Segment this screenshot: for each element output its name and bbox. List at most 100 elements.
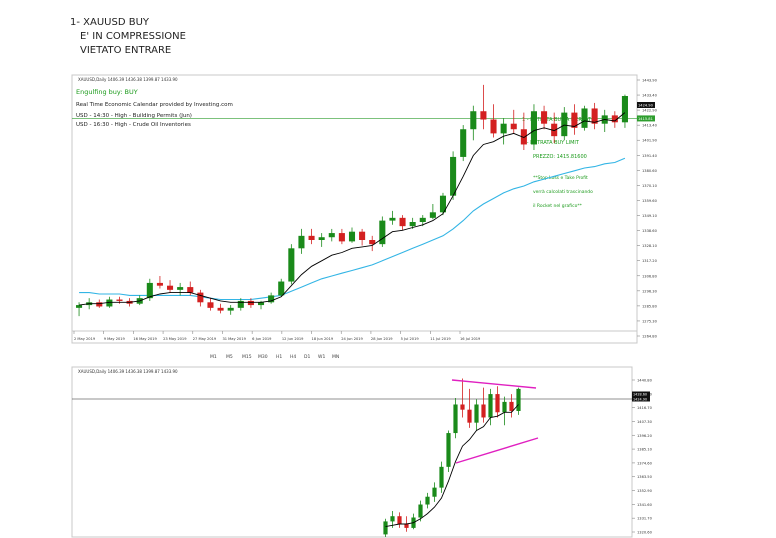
note-line-3: VIETATO ENTRARE [80, 45, 172, 56]
candle-body [288, 248, 295, 282]
candle-body [156, 282, 163, 286]
calendar-event-1: USD - 14:30 - High - Building Permits (J… [76, 113, 192, 119]
candle-body [439, 466, 444, 488]
toolbar-tf-d1[interactable]: D1 [304, 355, 311, 360]
candle-body [460, 129, 467, 157]
y-tick-label: 1385.10 [637, 448, 653, 452]
note-line-2: E' IN COMPRESSIONE [80, 31, 186, 42]
note-line-1: 1- XAUUSD BUY [70, 17, 149, 28]
x-tick-label: 11 Jul 2019 [430, 337, 451, 341]
candle-body [96, 302, 103, 307]
price-tag-label: 1424.90 [633, 397, 647, 401]
candle-body [106, 299, 113, 307]
candle-body [116, 299, 123, 301]
candle-body [348, 231, 356, 242]
candle-body [383, 521, 388, 535]
sl-tp-note-1: **Stop Loss e Take Profit [533, 175, 588, 181]
x-tick-label: 31 May 2019 [222, 337, 246, 341]
ema-fast-line [385, 404, 519, 528]
y-tick-label: 1352.90 [637, 489, 653, 493]
engulfing-label: Engulfing buy: BUY [76, 88, 138, 96]
candle-body [488, 394, 493, 418]
price-tag-label: 1415.81 [638, 117, 653, 121]
y-tick-label: 1338.60 [642, 229, 658, 233]
candle-body [404, 524, 409, 528]
candle-body [237, 300, 244, 308]
y-tick-label: 1443.90 [642, 79, 658, 83]
candle-body [227, 307, 234, 311]
candle-body [247, 300, 254, 306]
toolbar-tf-h1[interactable]: H1 [276, 355, 283, 360]
toolbar-tf-h4[interactable]: H4 [290, 355, 297, 360]
candle-body [611, 115, 618, 123]
candle-body [510, 123, 517, 130]
candle-body [495, 394, 500, 413]
y-tick-label: 1370.10 [642, 184, 658, 188]
candle-body [450, 156, 457, 196]
candle-body [425, 496, 430, 505]
x-tick-label: 12 Jun 2019 [282, 337, 304, 341]
candle-body [318, 237, 325, 240]
x-tick-label: 2 May 2019 [74, 337, 96, 341]
candle-body [502, 401, 507, 413]
main-chart[interactable]: XAUUSD,Daily 1406.39 1436.38 1399.87 143… [0, 0, 776, 350]
x-tick-label: 24 Jun 2019 [341, 337, 363, 341]
y-tick-label: 1413.40 [642, 124, 658, 128]
candle-body [369, 240, 376, 245]
main-chart-header: XAUUSD,Daily 1406.39 1436.38 1399.87 143… [78, 77, 178, 82]
y-tick-label: 1275.30 [642, 319, 658, 323]
x-tick-label: 28 Jun 2019 [371, 337, 393, 341]
candle-body [520, 129, 527, 145]
candle-body [429, 212, 436, 218]
candle-body [453, 404, 458, 434]
y-tick-label: 1374.60 [637, 461, 653, 465]
timeframe-toolbar: M1 M5 M15 M30 H1 H4 D1 W1 MN [72, 355, 652, 367]
price-tag [632, 391, 650, 397]
candle-body [338, 233, 345, 242]
toolbar-tf-mn[interactable]: MN [332, 355, 340, 360]
candle-body [500, 123, 507, 134]
x-tick-label: 27 May 2019 [193, 337, 217, 341]
toolbar-tf-w1[interactable]: W1 [318, 355, 326, 360]
y-tick-label: 1440.80 [637, 379, 653, 383]
candle-body [621, 96, 628, 123]
x-tick-label: 23 May 2019 [163, 337, 187, 341]
candle-body [571, 112, 578, 128]
y-tick-label: 1407.30 [637, 420, 653, 424]
candle-body [257, 302, 265, 306]
candle-body [308, 235, 315, 240]
y-tick-label: 1341.60 [637, 503, 653, 507]
candle-body [419, 217, 426, 222]
price-tag [637, 102, 655, 108]
toolbar-tf-m5[interactable]: M5 [226, 355, 233, 360]
toolbar-tf-m1[interactable]: M1 [210, 355, 217, 360]
candle-body [480, 111, 487, 120]
candle-body [268, 295, 275, 303]
sl-tp-note-2: verrà calcolati trascinando [533, 188, 593, 195]
toolbar-tf-m15[interactable]: M15 [242, 355, 252, 360]
y-tick-label: 1306.80 [642, 274, 658, 278]
y-tick-label: 1317.20 [642, 259, 658, 263]
candle-body [298, 235, 305, 249]
entry-market-label: 1 - ENTRATA BUY A MERCATO [522, 117, 595, 123]
candle-body [581, 108, 588, 128]
candle-body [359, 231, 366, 240]
candle-body [481, 404, 486, 418]
y-tick-label: 1391.40 [642, 154, 658, 158]
second-chart-header: XAUUSD,Daily 1406.39 1436.38 1399.87 143… [78, 369, 178, 374]
y-tick-label: 1320.60 [637, 531, 653, 535]
y-tick-label: 1264.80 [642, 335, 658, 339]
candle-body [432, 487, 437, 497]
candle-body [390, 516, 395, 522]
candle-body [167, 285, 174, 290]
price-tag [632, 396, 650, 402]
candle-body [207, 302, 214, 308]
second-chart-frame [71, 366, 633, 538]
candle-body [516, 388, 521, 411]
y-tick-label: 1285.80 [642, 304, 658, 308]
calendar-title: Real Time Economic Calendar provided by … [76, 102, 233, 108]
toolbar-tf-m30[interactable]: M30 [258, 355, 268, 360]
y-tick-label: 1416.70 [637, 406, 653, 410]
wedge-lower-line [455, 437, 539, 464]
